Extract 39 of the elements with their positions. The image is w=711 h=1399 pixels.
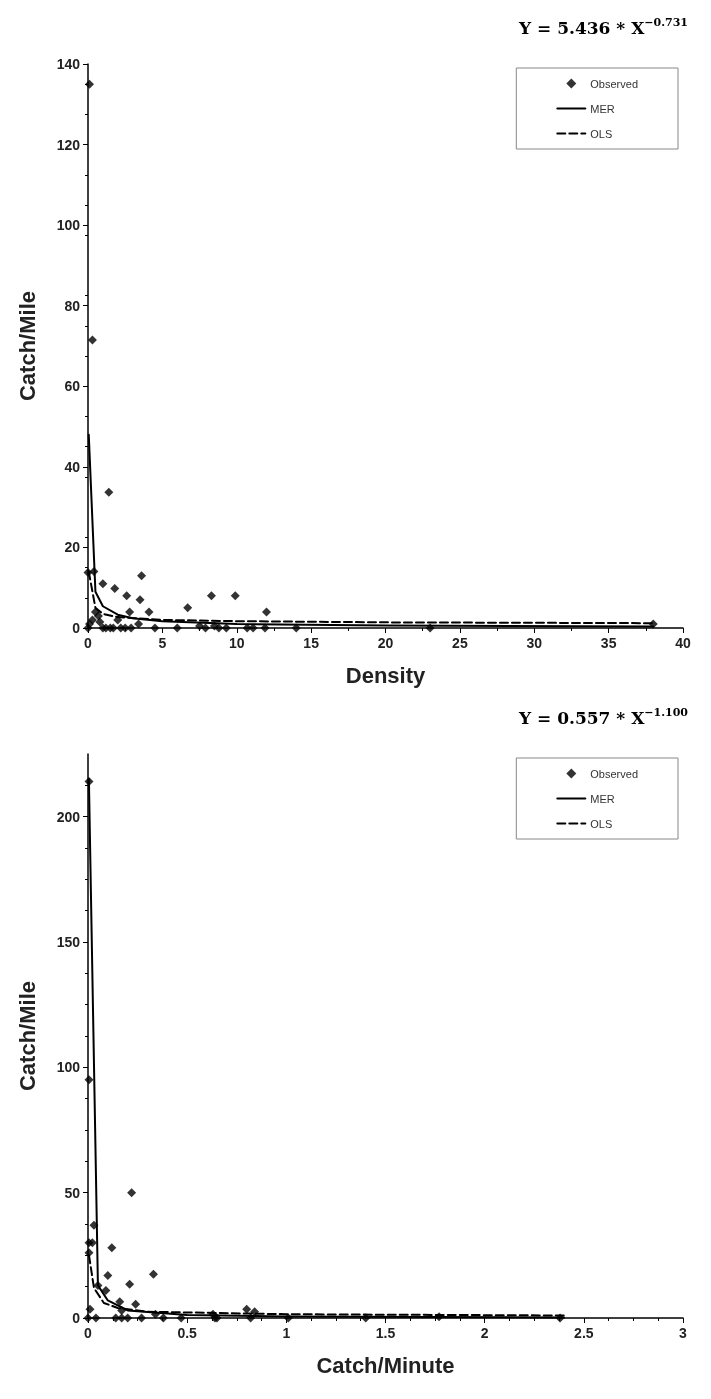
legend-label: MER bbox=[590, 792, 615, 805]
y-axis-title: Catch/Mile bbox=[14, 980, 40, 1092]
x-tick-label: 3 bbox=[679, 1325, 688, 1341]
x-axis-title: Density bbox=[345, 662, 426, 688]
legend-label: OLS bbox=[590, 127, 613, 140]
x-tick-label: 15 bbox=[303, 635, 320, 651]
y-tick-label: 80 bbox=[64, 297, 81, 314]
x-tick-label: 2 bbox=[480, 1325, 489, 1341]
x-tick-label: 1.5 bbox=[375, 1325, 396, 1341]
x-axis-title: Catch/Minute bbox=[316, 1352, 455, 1378]
x-tick-label: 10 bbox=[228, 635, 245, 651]
legend-label: Observed bbox=[590, 767, 639, 780]
x-tick-label: 2.5 bbox=[574, 1325, 594, 1341]
legend-label: MER bbox=[590, 102, 615, 115]
y-tick-label: 100 bbox=[56, 217, 81, 234]
x-tick-label: 25 bbox=[452, 635, 468, 651]
y-tick-label: 40 bbox=[64, 458, 81, 475]
y-tick-label: 0 bbox=[72, 1310, 81, 1326]
x-tick-label: 30 bbox=[526, 635, 543, 651]
x-tick-label: 1 bbox=[282, 1325, 291, 1341]
y-tick-label: 60 bbox=[64, 378, 81, 395]
y-tick-label: 140 bbox=[56, 56, 81, 72]
x-tick-label: 5 bbox=[158, 635, 167, 651]
y-tick-label: 50 bbox=[64, 1184, 81, 1201]
y-tick-label: 200 bbox=[56, 808, 81, 825]
x-tick-label: 0 bbox=[84, 635, 93, 651]
y-tick-label: 150 bbox=[56, 934, 81, 950]
y-tick-label: 100 bbox=[56, 1059, 81, 1076]
x-tick-label: 0 bbox=[84, 1325, 93, 1341]
legend-label: Observed bbox=[590, 77, 639, 90]
y-axis-title: Catch/Mile bbox=[14, 290, 40, 402]
x-tick-label: 0.5 bbox=[177, 1325, 198, 1341]
legend-label: OLS bbox=[590, 817, 613, 830]
x-tick-label: 40 bbox=[675, 635, 691, 651]
y-tick-label: 0 bbox=[72, 620, 81, 636]
y-tick-label: 20 bbox=[64, 539, 81, 556]
x-tick-label: 35 bbox=[600, 635, 617, 651]
y-tick-label: 120 bbox=[56, 136, 81, 153]
x-tick-label: 20 bbox=[377, 635, 394, 651]
